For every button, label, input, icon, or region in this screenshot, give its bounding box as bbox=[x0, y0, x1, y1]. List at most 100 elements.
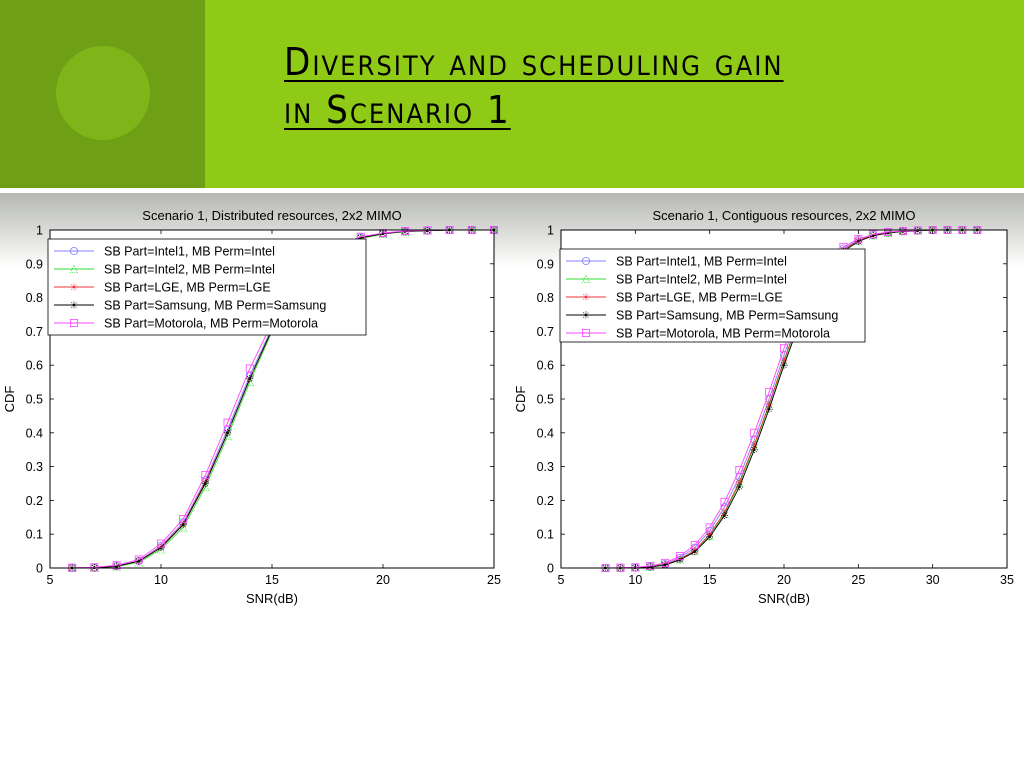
x-tick-label: 35 bbox=[1000, 573, 1014, 587]
data-point bbox=[201, 482, 210, 491]
x-tick-label: 30 bbox=[926, 573, 940, 587]
legend-item-5: SB Part=Motorola, MB Perm=Motorola bbox=[54, 317, 318, 331]
legend-item-3: SB Part=LGE, MB Perm=LGE bbox=[566, 291, 783, 305]
legend-item-2: SB Part=Intel2, MB Perm=Intel bbox=[54, 263, 275, 277]
x-tick-label: 10 bbox=[154, 573, 168, 587]
data-point bbox=[661, 558, 670, 567]
data-point bbox=[720, 498, 729, 507]
y-tick-label: 0.5 bbox=[537, 393, 554, 407]
y-tick-label: 0.1 bbox=[537, 528, 554, 542]
data-point bbox=[705, 523, 714, 532]
data-point bbox=[884, 228, 893, 237]
chart-title: Scenario 1, Distributed resources, 2x2 M… bbox=[142, 208, 401, 223]
slide-title-line2: in Scenario 1 bbox=[284, 88, 511, 132]
legend-label: SB Part=Intel2, MB Perm=Intel bbox=[616, 273, 787, 287]
x-tick-label: 20 bbox=[376, 573, 390, 587]
data-point bbox=[765, 388, 774, 397]
x-tick-label: 25 bbox=[487, 573, 501, 587]
legend-item-1: SB Part=Intel1, MB Perm=Intel bbox=[566, 255, 787, 269]
x-axis-label: SNR(dB) bbox=[758, 591, 810, 606]
y-tick-label: 0.8 bbox=[537, 291, 554, 305]
x-tick-label: 10 bbox=[628, 573, 642, 587]
legend: SB Part=Intel1, MB Perm=Intel SB Part=Int… bbox=[47, 238, 367, 336]
legend: SB Part=Intel1, MB Perm=Intel SB Part=Int… bbox=[559, 248, 866, 343]
legend-label: SB Part=Intel1, MB Perm=Intel bbox=[616, 255, 787, 269]
data-point bbox=[869, 230, 878, 239]
legend-item-4: SB Part=Samsung, MB Perm=Samsung bbox=[566, 309, 838, 323]
y-tick-label: 0.1 bbox=[26, 528, 43, 542]
y-tick-label: 1 bbox=[547, 224, 554, 238]
chart-distributed: 5 10 15 20 25 0 0.1 0.2 0.3 0.4 0.5 0.6 0.7 0.8 0.9 1 Sc… bbox=[2, 208, 501, 606]
legend-item-2: SB Part=Intel2, MB Perm=Intel bbox=[566, 273, 787, 287]
legend-marker bbox=[69, 264, 79, 273]
data-point bbox=[245, 364, 254, 373]
y-tick-label: 0.9 bbox=[26, 257, 43, 271]
data-point bbox=[690, 541, 699, 550]
data-point bbox=[690, 546, 700, 556]
legend-label: SB Part=Intel2, MB Perm=Intel bbox=[104, 263, 275, 277]
data-point bbox=[631, 563, 640, 572]
x-tick-label: 5 bbox=[558, 573, 565, 587]
data-point bbox=[245, 377, 255, 387]
y-tick-label: 0.4 bbox=[26, 426, 43, 440]
data-point bbox=[401, 227, 410, 236]
data-point bbox=[156, 539, 165, 548]
legend-label: SB Part=Motorola, MB Perm=Motorola bbox=[104, 317, 318, 331]
chart-title: Scenario 1, Contiguous resources, 2x2 MI… bbox=[652, 208, 915, 223]
legend-label: SB Part=Motorola, MB Perm=Motorola bbox=[616, 327, 830, 341]
legend-marker bbox=[582, 328, 591, 337]
y-tick-label: 0.5 bbox=[26, 393, 43, 407]
legend-label: SB Part=Samsung, MB Perm=Samsung bbox=[616, 309, 838, 323]
y-tick-label: 0.7 bbox=[537, 325, 554, 339]
y-tick-label: 1 bbox=[36, 224, 43, 238]
y-axis-label: CDF bbox=[513, 386, 528, 413]
data-point bbox=[134, 555, 143, 564]
data-point bbox=[646, 561, 655, 570]
legend-item-3: SB Part=LGE, MB Perm=LGE bbox=[54, 281, 271, 295]
data-point bbox=[489, 225, 499, 234]
legend-marker bbox=[582, 257, 591, 266]
decorative-circle bbox=[56, 46, 150, 140]
data-point bbox=[779, 344, 788, 353]
legend-box bbox=[47, 238, 367, 336]
chart-contiguous: 5 10 15 20 25 30 35 0 0.1 0.2 0.3 0.4 0.5 0.6 0.7 0.8 0.… bbox=[513, 208, 1014, 606]
legend-item-5: SB Part=Motorola, MB Perm=Motorola bbox=[566, 327, 830, 341]
y-tick-label: 0.3 bbox=[26, 460, 43, 474]
y-tick-label: 0.2 bbox=[537, 494, 554, 508]
y-tick-label: 0.8 bbox=[26, 291, 43, 305]
legend-label: SB Part=LGE, MB Perm=LGE bbox=[616, 291, 783, 305]
legend-item-1: SB Part=Intel1, MB Perm=Intel bbox=[54, 245, 275, 259]
data-point bbox=[112, 561, 121, 570]
data-point bbox=[223, 418, 232, 427]
slide-title: Diversity and scheduling gain in Scenari… bbox=[284, 38, 784, 134]
slide-header: Diversity and scheduling gain in Scenari… bbox=[0, 0, 1024, 188]
x-axis-label: SNR(dB) bbox=[246, 591, 298, 606]
x-tick-label: 15 bbox=[703, 573, 717, 587]
data-point bbox=[179, 514, 188, 523]
data-point bbox=[201, 471, 210, 480]
header-divider bbox=[0, 188, 1024, 193]
data-point bbox=[134, 557, 144, 567]
legend-item-4: SB Part=Samsung, MB Perm=Samsung bbox=[54, 299, 326, 313]
x-tick-label: 15 bbox=[265, 573, 279, 587]
y-tick-label: 0.6 bbox=[26, 359, 43, 373]
data-point bbox=[675, 552, 684, 561]
y-tick-label: 0.3 bbox=[537, 460, 554, 474]
legend-label: SB Part=LGE, MB Perm=LGE bbox=[104, 281, 271, 295]
data-point bbox=[223, 431, 232, 441]
data-point bbox=[854, 235, 863, 244]
legend-box bbox=[559, 248, 866, 343]
y-tick-label: 0.9 bbox=[537, 257, 554, 271]
data-point bbox=[90, 563, 99, 572]
x-tick-label: 5 bbox=[47, 573, 54, 587]
data-point bbox=[378, 229, 388, 239]
x-tick-label: 25 bbox=[851, 573, 865, 587]
legend-marker bbox=[70, 247, 79, 256]
legend-marker bbox=[581, 274, 591, 283]
data-point bbox=[735, 465, 744, 474]
y-tick-label: 0 bbox=[36, 562, 43, 576]
legend-label: SB Part=Intel1, MB Perm=Intel bbox=[104, 245, 275, 259]
data-point bbox=[378, 229, 387, 238]
x-tick-label: 20 bbox=[777, 573, 791, 587]
header-accent-panel bbox=[0, 0, 205, 188]
